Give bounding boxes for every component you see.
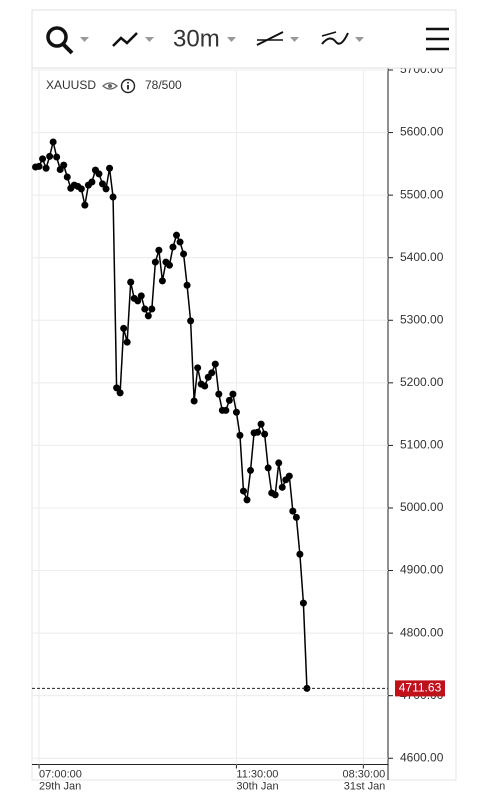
y-tick-label: 4800.00 xyxy=(400,625,444,639)
price-point xyxy=(49,138,57,146)
y-tick-label: 5000.00 xyxy=(400,500,444,514)
price-point xyxy=(173,231,181,239)
price-point xyxy=(123,338,131,346)
y-tick-label: 5600.00 xyxy=(400,125,444,139)
price-point xyxy=(183,281,191,289)
price-point xyxy=(303,684,311,692)
x-tick-label: 11:30:00 xyxy=(236,768,278,780)
price-point xyxy=(187,317,195,325)
timeframe-button[interactable]: 30m xyxy=(173,25,236,52)
price-point xyxy=(134,297,142,305)
price-point xyxy=(180,250,188,258)
price-point xyxy=(144,312,152,320)
price-point xyxy=(109,193,117,201)
bar-counter: 78/500 xyxy=(145,78,182,92)
price-point xyxy=(289,507,297,515)
price-point xyxy=(102,185,110,193)
price-point xyxy=(215,390,223,398)
y-tick-label: 5100.00 xyxy=(400,438,444,452)
x-tick-date: 29th Jan xyxy=(39,780,81,792)
price-point xyxy=(35,162,43,170)
price-point xyxy=(116,389,124,397)
price-point xyxy=(229,390,237,398)
price-point xyxy=(278,483,286,491)
symbol: XAUUSD xyxy=(46,78,96,92)
price-point xyxy=(95,170,103,178)
price-point xyxy=(236,431,244,439)
price-point xyxy=(46,152,54,160)
y-tick-label: 5400.00 xyxy=(400,250,444,264)
draw-tool-button[interactable] xyxy=(256,31,299,46)
price-point xyxy=(127,278,135,286)
price-point xyxy=(176,238,184,246)
info-icon[interactable] xyxy=(120,78,136,94)
last-price-badge xyxy=(395,680,445,697)
price-point xyxy=(257,420,265,428)
price-point xyxy=(201,382,209,390)
timeframe[interactable]: 30m xyxy=(173,25,220,52)
price-point xyxy=(98,180,106,188)
price-point xyxy=(299,599,307,607)
price-point xyxy=(239,487,247,495)
price-point xyxy=(151,258,159,266)
price-point xyxy=(292,513,300,521)
price-point xyxy=(194,364,202,372)
price-point xyxy=(60,161,68,169)
price-point xyxy=(53,153,61,161)
price-point xyxy=(190,397,198,405)
price-point xyxy=(208,369,216,377)
x-tick-date: 30th Jan xyxy=(236,780,278,792)
price-point xyxy=(296,550,304,558)
y-tick-label: 5300.00 xyxy=(400,312,444,326)
price-point xyxy=(247,466,255,474)
indicator-button[interactable] xyxy=(321,31,364,45)
last-price-label: 4711.63 xyxy=(399,681,442,695)
price-point xyxy=(165,261,173,269)
price-point xyxy=(275,459,283,467)
price-point xyxy=(137,292,145,300)
price-point xyxy=(254,428,262,436)
eye-icon xyxy=(102,82,118,90)
price-point xyxy=(42,164,50,172)
price-point xyxy=(155,246,163,254)
y-tick-label: 5500.00 xyxy=(400,187,444,201)
price-point xyxy=(285,472,293,480)
price-point xyxy=(264,464,272,472)
price-point xyxy=(113,384,121,392)
price-point xyxy=(63,173,71,181)
price-point xyxy=(243,496,251,504)
price-point xyxy=(77,185,85,193)
x-tick-date: 31st Jan xyxy=(344,780,386,792)
y-tick-label: 4600.00 xyxy=(400,750,444,764)
price-point xyxy=(211,360,219,368)
price-point xyxy=(120,324,128,332)
price-point xyxy=(225,396,233,404)
price-point xyxy=(261,430,269,438)
price-point xyxy=(271,491,279,499)
price-point xyxy=(106,164,114,172)
price-point xyxy=(148,305,156,313)
search-button[interactable] xyxy=(46,26,89,55)
price-point xyxy=(232,408,240,416)
price-point xyxy=(169,243,177,251)
x-tick-label: 08:30:00 xyxy=(342,768,385,780)
y-tick-label: 5200.00 xyxy=(400,375,444,389)
price-point xyxy=(39,155,47,163)
y-tick-label: 4900.00 xyxy=(400,563,444,577)
price-point xyxy=(158,277,166,285)
price-point xyxy=(222,406,230,414)
price-point xyxy=(81,201,89,209)
price-point xyxy=(88,178,96,186)
menu-button[interactable] xyxy=(426,27,449,51)
x-tick-label: 07:00:00 xyxy=(39,768,82,780)
chart-type-button[interactable] xyxy=(112,32,154,47)
toolbar xyxy=(31,9,457,69)
price-point xyxy=(141,305,149,313)
